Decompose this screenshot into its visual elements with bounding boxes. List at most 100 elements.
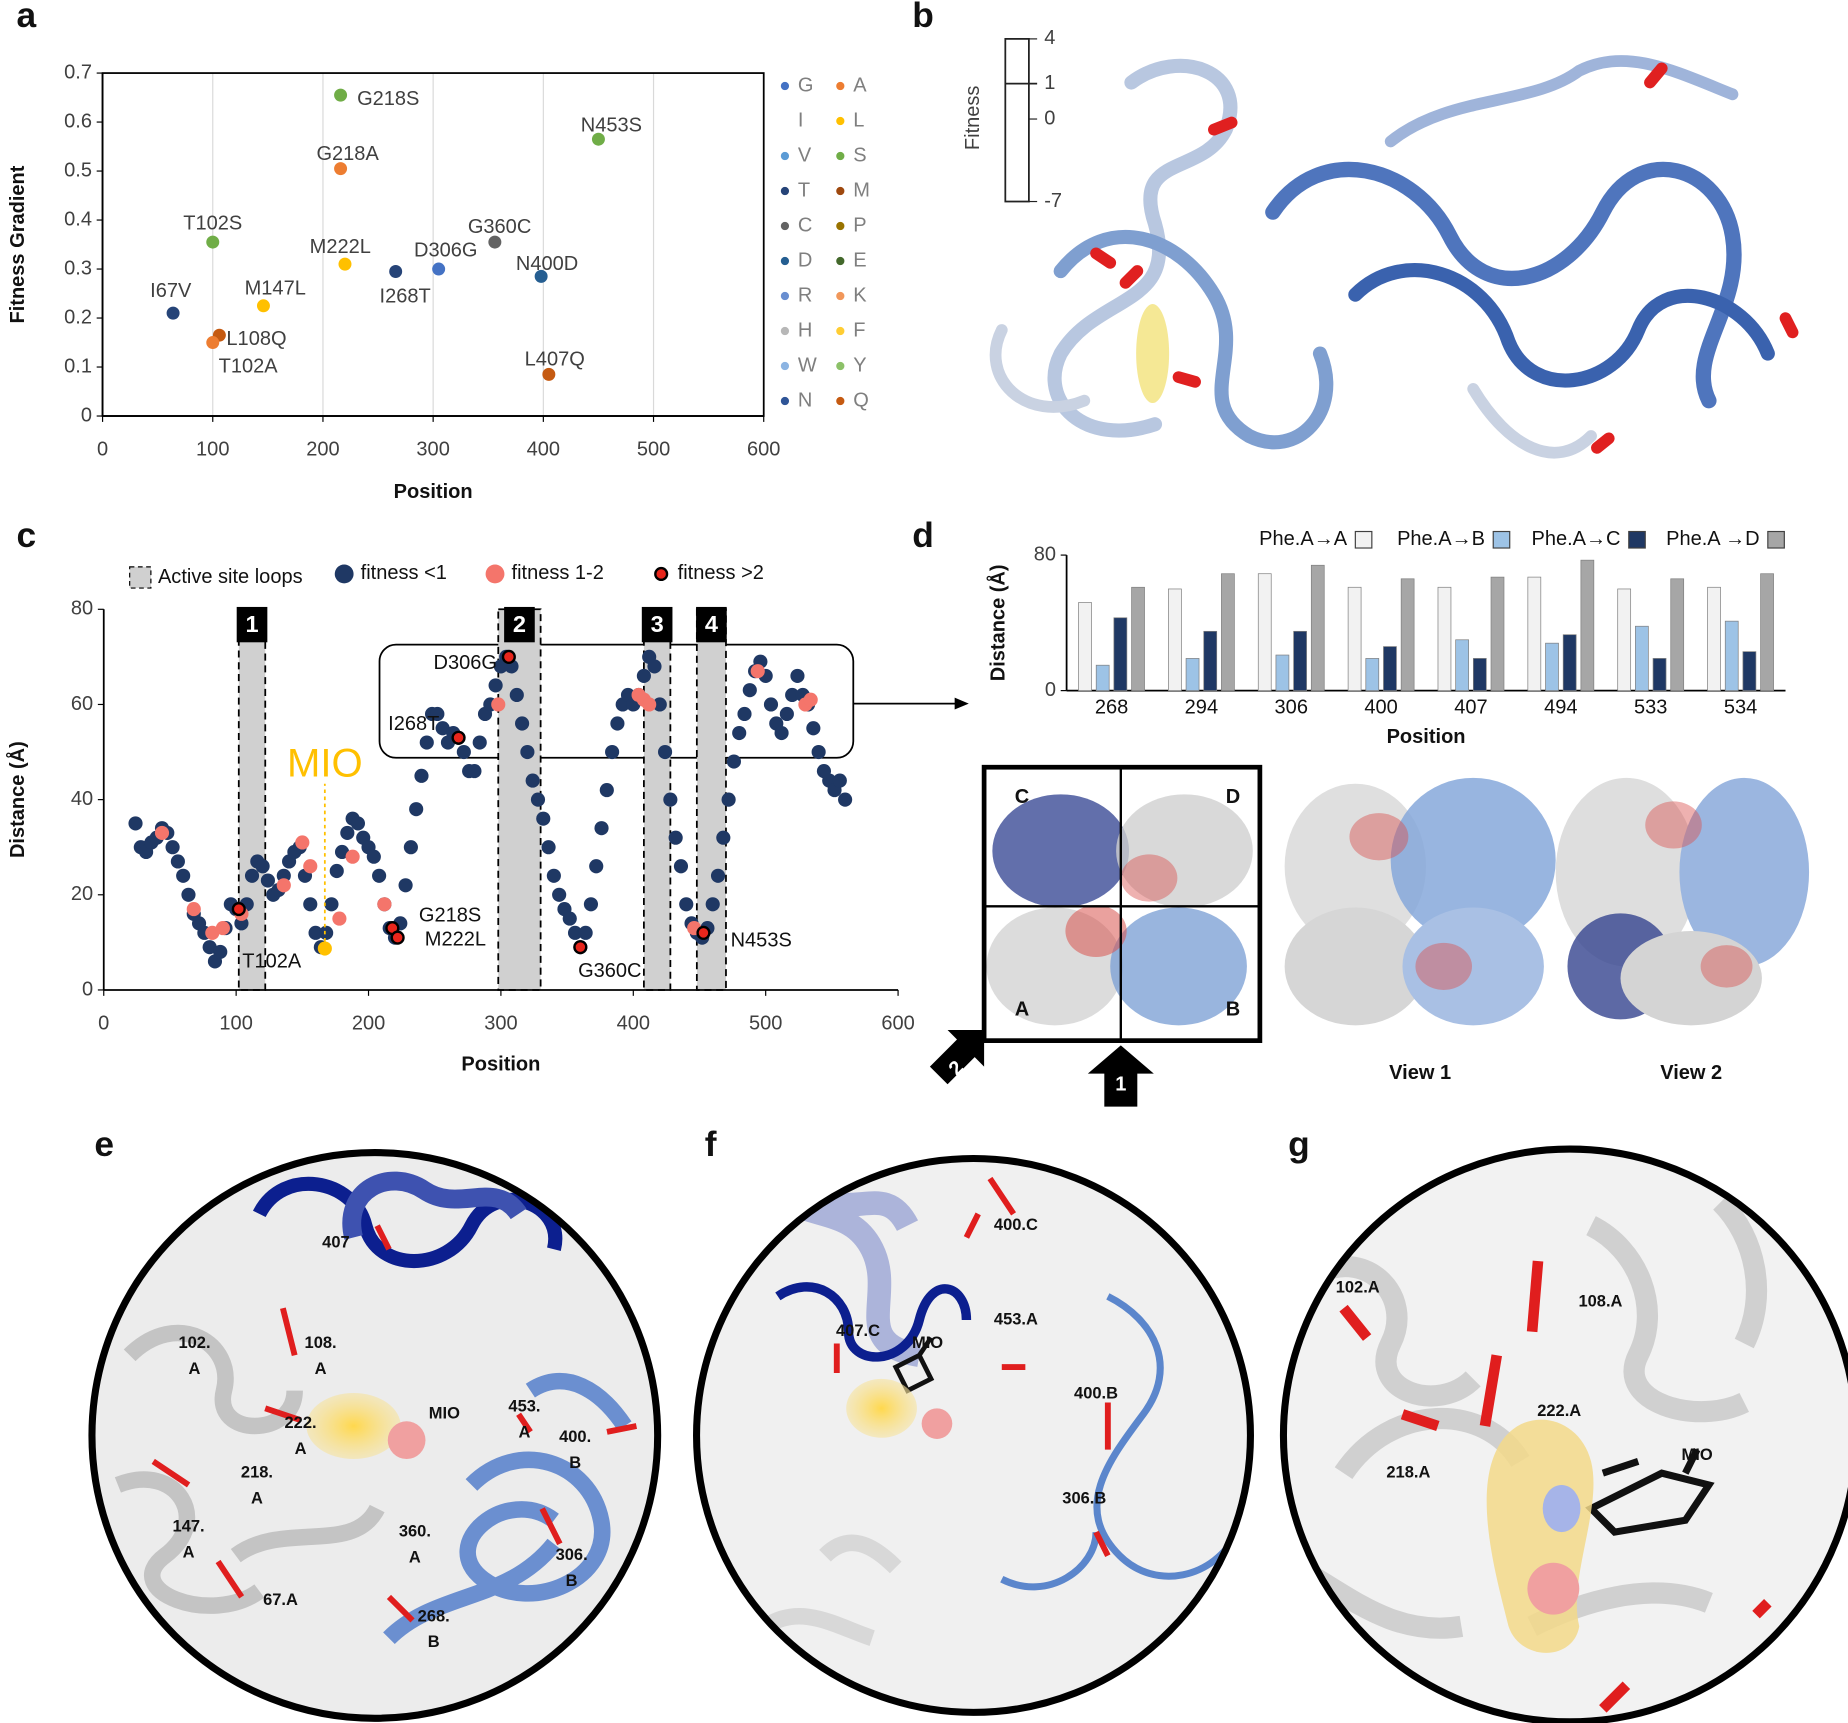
legend-label: S	[853, 144, 866, 166]
residue-label: 147.	[173, 1518, 205, 1536]
legend-marker	[836, 256, 845, 266]
panel-letter: b	[912, 0, 934, 35]
scale-tick-label: 1	[1044, 72, 1055, 94]
bar	[1310, 564, 1325, 691]
legend-label: C	[798, 214, 812, 236]
point	[176, 868, 191, 883]
point	[515, 716, 530, 731]
subunit-label: C	[1015, 786, 1029, 808]
point	[774, 725, 789, 741]
point-label: D306G	[434, 652, 497, 674]
point	[705, 897, 720, 912]
point-label: D306G	[414, 240, 477, 262]
legend-marker	[1767, 530, 1785, 549]
bar	[1617, 588, 1632, 691]
point	[213, 944, 228, 959]
x-axis-title: Position	[1387, 726, 1466, 748]
point	[742, 683, 757, 698]
point	[732, 725, 747, 741]
y-tick-label: 0.7	[64, 61, 92, 83]
x-tick-label: 533	[1634, 697, 1667, 719]
bar	[1257, 573, 1272, 691]
point	[303, 859, 318, 874]
point-label: T102A	[219, 356, 279, 378]
x-tick-label: 300	[484, 1012, 517, 1034]
point-label: N453S	[581, 115, 642, 137]
x-tick-label: 600	[747, 438, 780, 460]
point	[128, 816, 143, 831]
residue-label: 222.A	[1537, 1402, 1581, 1420]
x-tick-label: 100	[196, 438, 229, 460]
residue-label: MIO	[912, 1334, 943, 1352]
panel-letter: c	[17, 516, 37, 555]
point	[716, 830, 731, 845]
residue-label: 67.A	[263, 1591, 298, 1609]
loop-label: 3	[651, 611, 664, 637]
active-site-loop	[237, 608, 267, 991]
x-tick-label: 200	[352, 1012, 385, 1034]
bar	[1724, 620, 1739, 691]
residue-label: MIO	[429, 1405, 460, 1423]
point	[832, 773, 847, 788]
residue-label: 102.	[178, 1334, 210, 1352]
x-axis-title: Position	[461, 1054, 540, 1076]
point	[663, 792, 678, 807]
residue-label: A	[519, 1423, 531, 1441]
y-tick-label: 80	[1034, 543, 1056, 565]
legend-label: R	[798, 284, 812, 306]
point	[372, 868, 387, 883]
legend-marker	[836, 116, 845, 126]
point	[652, 697, 667, 712]
bar	[1365, 658, 1380, 691]
legend-label: fitness 1-2	[512, 562, 604, 584]
legend-marker	[780, 291, 790, 301]
point	[501, 649, 516, 664]
point	[303, 897, 318, 912]
residue-label: B	[428, 1633, 440, 1651]
legend-label: V	[798, 144, 812, 166]
y-tick-label: 60	[71, 693, 93, 715]
bar	[1490, 576, 1505, 691]
legend-marker	[780, 326, 790, 336]
scale-tick-label: 4	[1044, 27, 1055, 49]
legend-label: Y	[853, 354, 866, 376]
point	[215, 921, 230, 936]
bar	[1203, 630, 1218, 691]
loop-badge	[504, 606, 535, 643]
point-label: L108Q	[226, 328, 286, 350]
point	[467, 764, 482, 779]
residue-label: 360.	[399, 1522, 431, 1540]
point	[202, 940, 217, 955]
legend-label: K	[853, 284, 867, 306]
y-tick-label: 0.4	[64, 208, 92, 230]
point-label: M147L	[245, 278, 306, 300]
point	[541, 840, 556, 855]
point-label: I67V	[150, 280, 192, 302]
residue-label: 218.A	[1386, 1464, 1430, 1482]
point	[256, 299, 270, 313]
point	[488, 235, 502, 249]
point	[166, 306, 180, 320]
y-tick-label: 80	[71, 598, 93, 620]
legend-marker	[780, 151, 790, 161]
bar	[1185, 658, 1200, 691]
bar	[1437, 586, 1452, 691]
y-tick-label: 20	[71, 883, 93, 905]
scale-tick-label: 0	[1044, 107, 1055, 129]
point	[491, 697, 506, 712]
point-label: G218A	[316, 143, 379, 165]
point	[334, 88, 348, 102]
bar	[1545, 642, 1559, 691]
view-label: View 2	[1660, 1062, 1722, 1084]
view-label: View 1	[1389, 1062, 1451, 1084]
legend-marker	[780, 396, 790, 406]
x-tick-label: 268	[1095, 697, 1128, 719]
point	[721, 792, 736, 807]
residue-label: 453.A	[994, 1310, 1038, 1328]
residue-label: MIO	[1682, 1446, 1713, 1464]
legend-label: Phe.A→C	[1532, 528, 1621, 550]
residue-label: A	[189, 1360, 201, 1378]
residue-label: A	[251, 1489, 263, 1507]
residue-label: 102.A	[1336, 1278, 1380, 1296]
residue-label: 453.	[508, 1398, 540, 1416]
